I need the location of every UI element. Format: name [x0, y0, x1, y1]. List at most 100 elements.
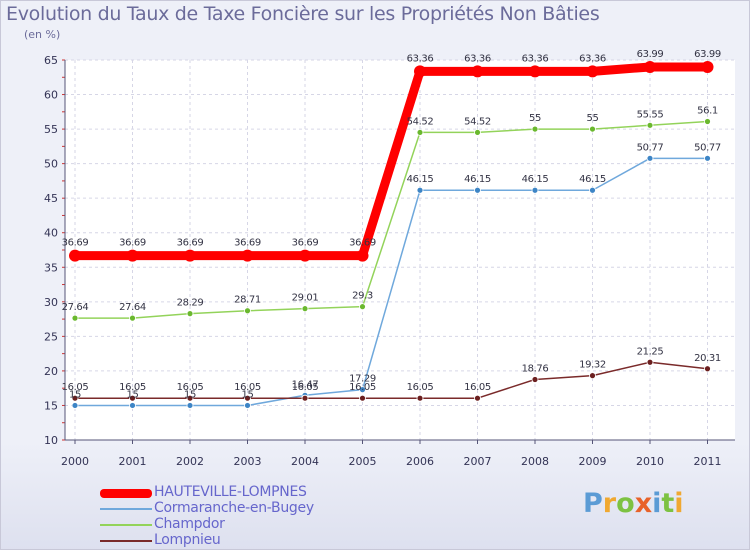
data-label-champdor: 55	[529, 113, 541, 124]
series-line-cormaranche-en-bugey	[75, 157, 708, 407]
data-point-cormaranche-en-bugey	[531, 186, 539, 194]
data-label-champdor: 55	[587, 113, 599, 124]
data-label-lompnieu: 16.05	[349, 382, 376, 393]
data-label-lompnieu: 16.05	[119, 382, 146, 393]
data-label-champdor: 28.29	[177, 298, 204, 309]
data-point-cormaranche-en-bugey	[704, 154, 711, 162]
data-label-lompnieu: 21.25	[637, 346, 664, 357]
data-point-lompnieu	[301, 394, 309, 402]
data-label-hauteville-lompnes: 63.99	[694, 49, 721, 60]
data-label-cormaranche-en-bugey: 15	[184, 389, 196, 400]
data-point-cormaranche-en-bugey	[359, 386, 366, 394]
data-point-champdor	[71, 314, 79, 322]
data-point-lompnieu	[704, 365, 711, 373]
data-label-hauteville-lompnes: 36.69	[234, 238, 261, 249]
series-line-lompnieu	[75, 361, 708, 399]
x-tick-label: 2006	[406, 455, 434, 468]
data-label-cormaranche-en-bugey: 50.77	[637, 142, 664, 153]
legend-swatch-champdor	[100, 524, 152, 526]
plot-area	[65, 60, 735, 440]
data-point-lompnieu	[71, 394, 79, 402]
data-label-cormaranche-en-bugey: 15	[242, 389, 254, 400]
logo-letter: P	[583, 488, 603, 519]
data-label-cormaranche-en-bugey: 15	[127, 389, 139, 400]
data-point-champdor	[359, 303, 366, 311]
legend-label-hauteville-lompnes: HAUTEVILLE-LOMPNES	[154, 484, 307, 500]
data-point-lompnieu	[359, 394, 366, 402]
data-label-hauteville-lompnes: 36.69	[62, 238, 89, 249]
x-tick-label: 2004	[291, 455, 319, 468]
data-label-lompnieu: 20.31	[694, 353, 721, 364]
data-point-hauteville-lompnes	[529, 65, 541, 78]
data-point-champdor	[531, 125, 539, 133]
data-point-lompnieu	[129, 394, 136, 402]
y-tick-label: 50	[44, 158, 58, 171]
data-label-champdor: 54.52	[407, 116, 434, 127]
data-point-lompnieu	[186, 394, 194, 402]
data-point-cormaranche-en-bugey	[589, 186, 596, 194]
data-point-cormaranche-en-bugey	[129, 402, 136, 409]
data-point-hauteville-lompnes	[356, 249, 369, 262]
data-point-hauteville-lompnes	[644, 60, 656, 73]
data-label-hauteville-lompnes: 63.99	[637, 49, 664, 60]
x-tick-label: 2009	[579, 455, 607, 468]
chart-title: Evolution du Taux de Taxe Foncière sur l…	[6, 3, 600, 25]
data-label-lompnieu: 16.05	[407, 382, 434, 393]
x-tick-label: 2002	[176, 455, 204, 468]
data-point-champdor	[301, 305, 309, 313]
data-label-hauteville-lompnes: 36.69	[119, 238, 146, 249]
y-tick-label: 40	[44, 227, 58, 240]
y-tick-label: 60	[44, 89, 58, 102]
x-tick-label: 2010	[636, 455, 664, 468]
logo-letter: o	[616, 488, 635, 519]
proxiti-logo: Proxiti	[583, 488, 684, 519]
data-label-hauteville-lompnes: 63.36	[407, 53, 434, 64]
data-label-lompnieu: 18.76	[522, 363, 549, 374]
data-point-champdor	[186, 310, 194, 318]
data-label-champdor: 28.71	[234, 295, 261, 306]
y-tick-label: 35	[44, 261, 58, 274]
x-tick-label: 2005	[349, 455, 377, 468]
x-tick-label: 2008	[521, 455, 549, 468]
data-label-lompnieu: 16.05	[62, 382, 89, 393]
y-axis-unit: (en %)	[24, 28, 61, 41]
data-point-champdor	[704, 118, 711, 125]
data-label-champdor: 55.55	[637, 109, 664, 120]
data-label-champdor: 27.64	[119, 302, 146, 313]
data-label-cormaranche-en-bugey: 17.29	[349, 374, 376, 385]
y-tick-label: 15	[44, 399, 58, 412]
data-point-cormaranche-en-bugey	[474, 186, 481, 194]
data-point-hauteville-lompnes	[471, 65, 484, 78]
legend-swatch-hauteville-lompnes	[100, 488, 152, 498]
data-point-hauteville-lompnes	[299, 249, 311, 262]
data-label-cormaranche-en-bugey: 46.15	[522, 174, 549, 185]
data-label-champdor: 29.3	[352, 291, 373, 302]
y-tick-label: 45	[44, 192, 58, 205]
data-label-cormaranche-en-bugey: 16.47	[292, 379, 319, 390]
data-label-cormaranche-en-bugey: 46.15	[464, 174, 491, 185]
legend-label-lompnieu: Lompnieu	[154, 532, 221, 548]
data-label-champdor: 27.64	[62, 302, 89, 313]
data-point-champdor	[244, 307, 251, 315]
data-label-hauteville-lompnes: 36.69	[292, 238, 319, 249]
data-point-lompnieu	[646, 358, 654, 366]
data-point-hauteville-lompnes	[184, 249, 196, 262]
data-point-champdor	[129, 314, 136, 322]
data-point-champdor	[646, 121, 654, 129]
data-point-hauteville-lompnes	[414, 65, 426, 78]
x-tick-label: 2011	[694, 455, 722, 468]
series-line-champdor	[75, 120, 708, 319]
data-point-lompnieu	[589, 372, 596, 380]
data-point-hauteville-lompnes	[69, 249, 81, 262]
data-point-cormaranche-en-bugey	[646, 154, 654, 162]
data-label-cormaranche-en-bugey: 46.15	[579, 174, 606, 185]
logo-letter: i	[652, 488, 662, 519]
data-point-hauteville-lompnes	[126, 249, 139, 262]
data-point-champdor	[474, 129, 481, 136]
data-point-hauteville-lompnes	[586, 65, 599, 78]
legend-swatch-lompnieu	[100, 540, 152, 542]
y-tick-label: 30	[44, 296, 58, 309]
data-label-lompnieu: 16.05	[292, 382, 319, 393]
data-label-lompnieu: 19.32	[579, 360, 606, 371]
x-tick-label: 2003	[234, 455, 262, 468]
